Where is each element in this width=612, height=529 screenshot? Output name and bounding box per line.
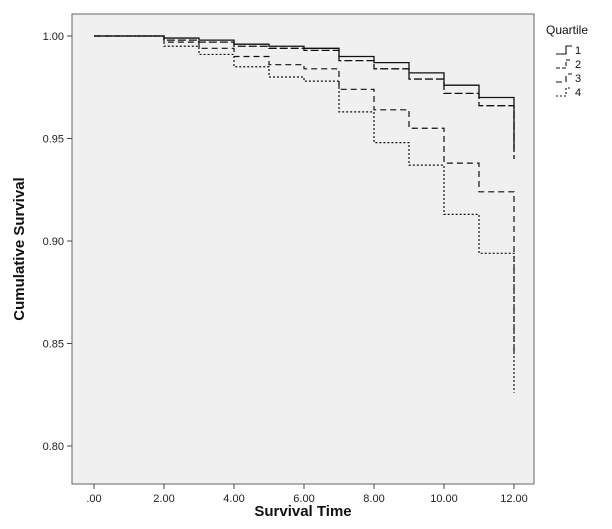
plot-area	[71, 13, 535, 485]
y-tick-label: 0.95	[43, 134, 64, 146]
series-line-4	[94, 35, 515, 393]
x-tick-label: 10.00	[430, 493, 458, 505]
x-tick-label: 2.00	[153, 493, 174, 505]
y-axis: 0.80 0.85 0.90 0.95 1.00	[43, 31, 72, 453]
legend-item-2: 2	[556, 59, 581, 71]
legend-swatch-3	[556, 73, 572, 83]
legend-swatch-2	[556, 59, 572, 69]
y-tick-label: 0.90	[43, 236, 64, 248]
legend: Quartile 1 2 3 4	[546, 23, 588, 99]
legend-item-1: 1	[556, 45, 581, 57]
legend-item-4: 4	[556, 87, 581, 99]
series-line-2	[94, 35, 515, 159]
legend-label-1: 1	[575, 45, 581, 57]
series-line-1	[94, 35, 515, 149]
legend-swatch-1	[556, 45, 572, 55]
legend-label-3: 3	[575, 73, 581, 85]
y-tick-label: 0.85	[43, 339, 64, 351]
y-axis-title: Cumulative Survival	[11, 177, 28, 320]
x-tick-label: 4.00	[223, 493, 244, 505]
x-axis: .00 2.00 4.00 6.00 8.00 10.00 12.00	[86, 484, 528, 505]
legend-label-2: 2	[575, 59, 581, 71]
legend-label-4: 4	[575, 87, 581, 99]
x-tick-label: 12.00	[500, 493, 528, 505]
series-line-3	[94, 35, 515, 354]
legend-title: Quartile	[546, 23, 588, 37]
x-axis-title: Survival Time	[254, 503, 351, 520]
x-tick-label: 6.00	[293, 493, 314, 505]
series-layer	[94, 35, 515, 393]
legend-item-3: 3	[556, 73, 581, 85]
x-tick-label: 8.00	[363, 493, 384, 505]
legend-swatch-4	[556, 87, 572, 97]
y-tick-label: 0.80	[43, 441, 64, 453]
x-tick-label: .00	[86, 493, 101, 505]
y-tick-label: 1.00	[43, 31, 64, 43]
